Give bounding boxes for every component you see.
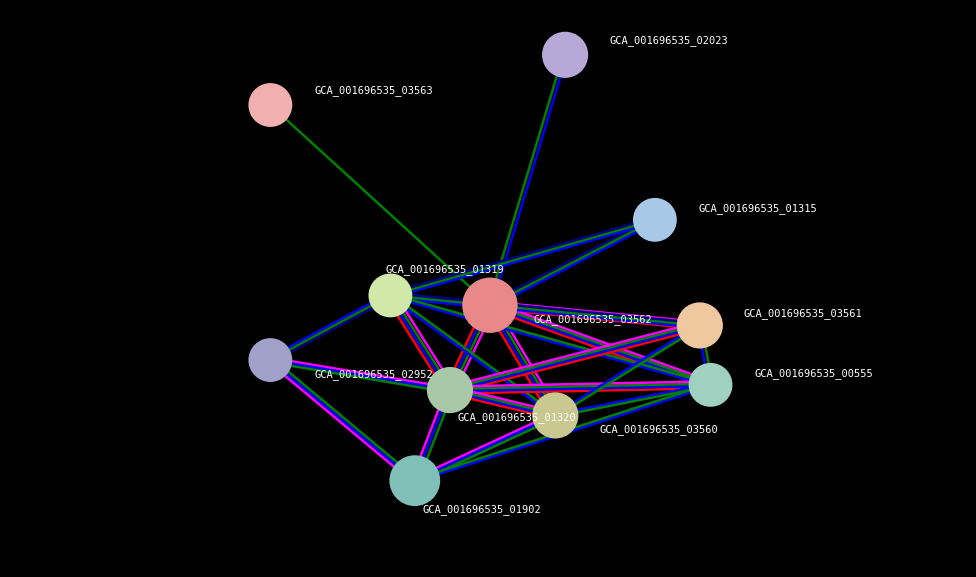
Ellipse shape <box>532 392 579 439</box>
Ellipse shape <box>633 198 676 242</box>
Ellipse shape <box>689 363 732 407</box>
Ellipse shape <box>249 83 292 127</box>
Ellipse shape <box>389 455 440 506</box>
Text: GCA_001696535_01319: GCA_001696535_01319 <box>386 264 505 275</box>
Text: GCA_001696535_01902: GCA_001696535_01902 <box>423 504 542 515</box>
Ellipse shape <box>676 302 723 349</box>
Text: GCA_001696535_03563: GCA_001696535_03563 <box>314 85 433 96</box>
Ellipse shape <box>463 278 517 333</box>
Text: GCA_001696535_03562: GCA_001696535_03562 <box>534 314 653 325</box>
Ellipse shape <box>249 338 292 382</box>
Text: GCA_001696535_00555: GCA_001696535_00555 <box>754 368 874 379</box>
Text: GCA_001696535_01320: GCA_001696535_01320 <box>458 413 577 423</box>
Ellipse shape <box>369 273 412 317</box>
Text: GCA_001696535_02023: GCA_001696535_02023 <box>609 35 728 46</box>
Text: GCA_001696535_01315: GCA_001696535_01315 <box>699 203 818 213</box>
Text: GCA_001696535_03561: GCA_001696535_03561 <box>744 309 863 319</box>
Ellipse shape <box>427 367 473 413</box>
Text: GCA_001696535_03560: GCA_001696535_03560 <box>599 425 718 435</box>
Ellipse shape <box>542 32 589 78</box>
Text: GCA_001696535_02952: GCA_001696535_02952 <box>314 369 433 380</box>
